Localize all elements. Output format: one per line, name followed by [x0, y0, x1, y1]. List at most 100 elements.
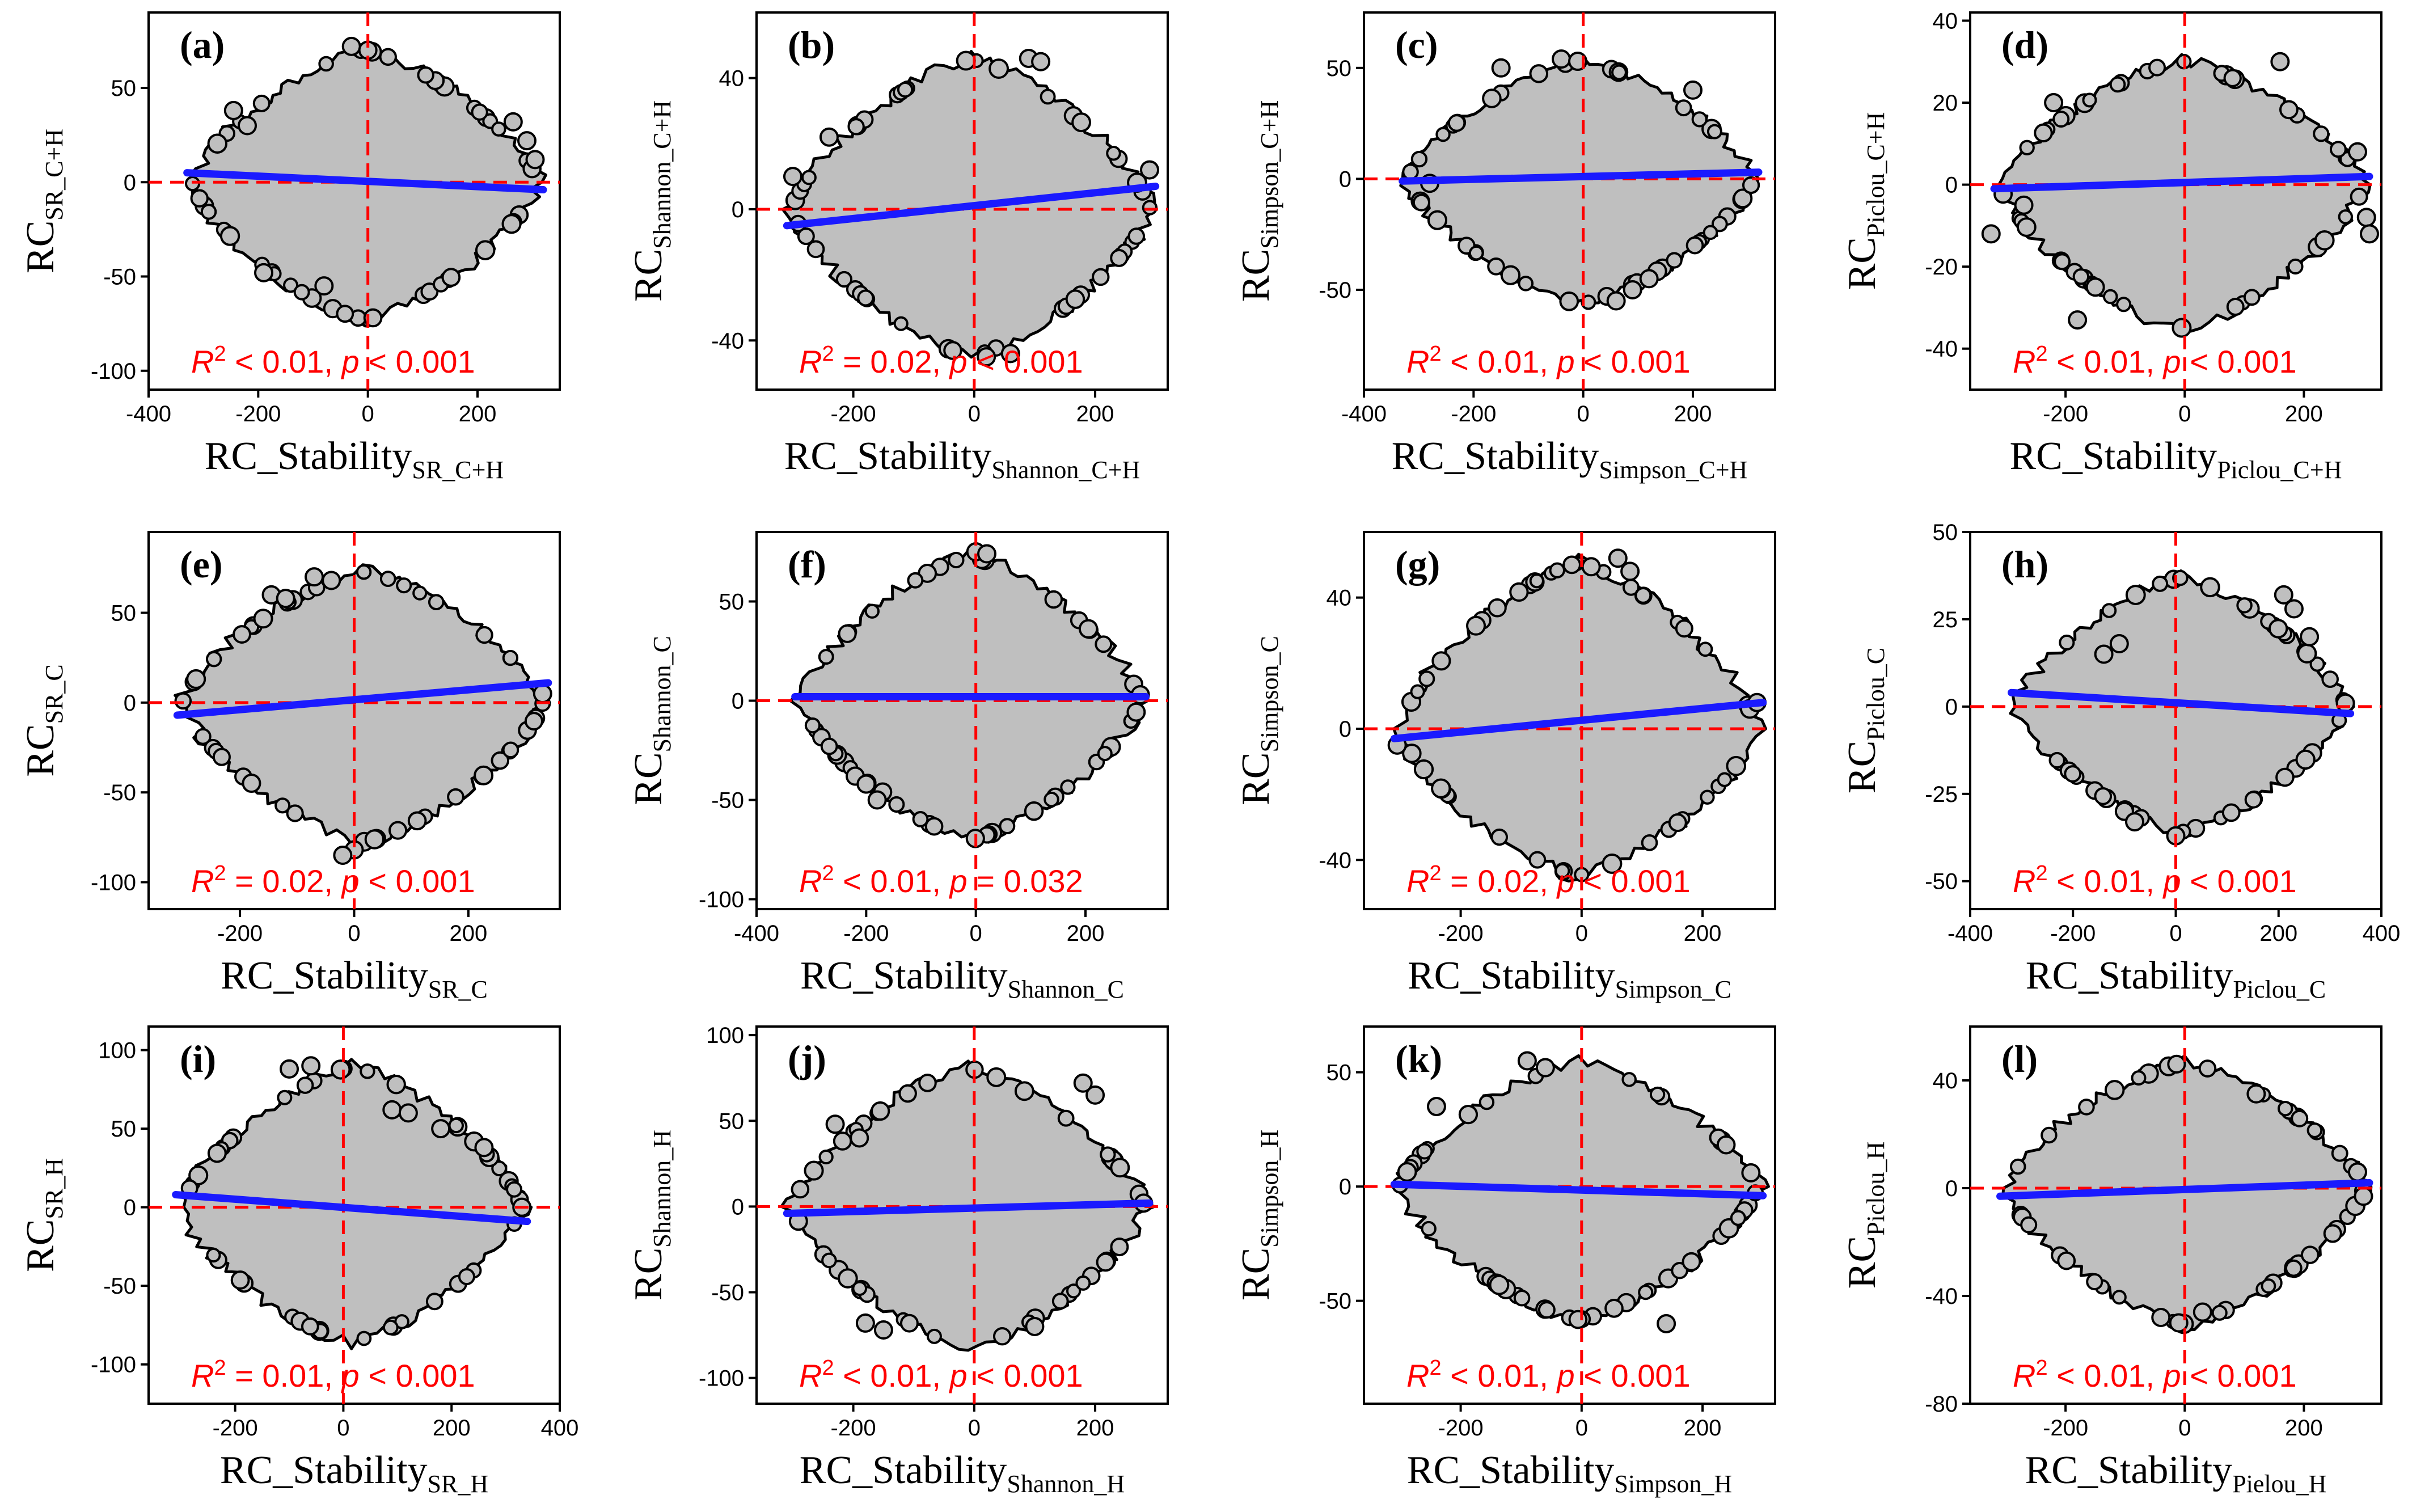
outlier-point — [1517, 1051, 1537, 1071]
outlier-point — [398, 1103, 418, 1123]
y-tick-label: 50 — [111, 601, 137, 626]
outlier-point — [2359, 224, 2379, 244]
stats-annotation: R2 = 0.02, p < 0.001 — [799, 342, 1083, 379]
y-tick-label: -40 — [1925, 1284, 1958, 1309]
outlier-point — [2125, 812, 2144, 832]
data-point — [838, 1268, 858, 1289]
data-point — [471, 103, 488, 121]
data-point — [1711, 216, 1728, 233]
data-point — [412, 585, 428, 601]
outlier-point — [1657, 1314, 1676, 1333]
data-point — [948, 551, 965, 569]
data-point — [1110, 1158, 1130, 1178]
x-tick-label: 200 — [2285, 402, 2323, 426]
data-point — [293, 284, 310, 301]
x-axis-title-main: RC_Stability — [784, 434, 992, 478]
data-point — [1482, 88, 1502, 108]
data-point — [2297, 643, 2317, 664]
regression-line — [783, 182, 1160, 230]
data-point — [1397, 1162, 1417, 1182]
stats-p-symbol: p — [2162, 863, 2181, 899]
data-point — [2102, 289, 2118, 305]
y-axis-title-subscript: Shannon_H — [648, 1130, 676, 1248]
outlier-point — [2347, 1162, 2367, 1182]
stats-p-value: < 0.001 — [1575, 863, 1691, 899]
data-point — [2072, 268, 2090, 285]
y-axis-title: RCPiclou_H — [1840, 1142, 1890, 1289]
outlier-point — [322, 571, 341, 590]
data-point — [838, 624, 857, 643]
panel-h: -400 -200 0 200 400 -50 -25 0 25 50 (h) R2 < 0.01, … — [1840, 520, 2400, 1003]
data-point — [2019, 140, 2035, 155]
data-point — [1509, 582, 1529, 602]
stats-annotation: R2 = 0.01, p < 0.001 — [191, 1356, 475, 1393]
x-axis-title: RC_StabilitySimpson_C — [1408, 954, 1731, 1003]
data-point — [1562, 555, 1581, 575]
x-tick-label: 400 — [2363, 921, 2401, 946]
outlier-point — [1623, 280, 1642, 299]
data-point — [897, 81, 914, 98]
panel-f: -400 -200 0 200 -100 -50 0 50 (f) R2 < 0.01, p = … — [627, 531, 1169, 1003]
data-point — [2109, 76, 2126, 93]
outlier-point — [977, 544, 996, 564]
regression-line — [1390, 699, 1767, 742]
data-point — [2020, 1216, 2038, 1234]
outlier-point — [474, 1138, 494, 1158]
y-tick-label: 0 — [1339, 717, 1351, 742]
y-tick-label: -20 — [1925, 255, 1958, 280]
x-axis-title-main: RC_Stability — [2025, 1448, 2233, 1492]
x-tick-label: 200 — [459, 402, 497, 426]
y-tick-label: 25 — [1933, 607, 1958, 632]
data-point — [475, 240, 496, 260]
data-point — [1092, 268, 1110, 286]
x-tick-label: 0 — [1577, 402, 1590, 426]
data-point — [1431, 651, 1451, 671]
data-point — [2131, 1070, 2147, 1086]
x-axis-title-subscript: SR_H — [428, 1470, 489, 1498]
y-axis-title-subscript: SR_C — [40, 664, 68, 724]
y-tick-label: 40 — [1327, 586, 1352, 611]
stats-r-superscript: 2 — [214, 1356, 226, 1380]
x-axis-title: RC_StabilityShannon_C — [800, 954, 1124, 1003]
data-point — [2284, 1259, 2303, 1277]
y-tick-label: -50 — [103, 1274, 136, 1299]
data-point — [1431, 778, 1451, 799]
outlier-point — [1683, 80, 1703, 100]
data-point — [898, 1084, 917, 1103]
data-point — [425, 1293, 443, 1311]
data-point — [524, 712, 543, 731]
outlier-point — [1140, 160, 1160, 180]
outlier-point — [855, 1313, 875, 1333]
outlier-point — [2246, 1084, 2266, 1104]
data-point — [1402, 163, 1419, 180]
data-point — [1447, 114, 1466, 132]
x-axis-title-main: RC_Stability — [205, 434, 412, 478]
data-point — [1685, 236, 1704, 255]
data-point — [821, 1252, 837, 1269]
y-tick-label: 0 — [124, 170, 136, 195]
stats-r-symbol: R — [191, 344, 214, 379]
x-axis-title-main: RC_Stability — [1392, 434, 1599, 478]
outlier-point — [1620, 561, 1640, 581]
data-point — [2307, 1122, 2323, 1138]
stats-r-superscript: 2 — [2035, 861, 2047, 885]
y-tick-label: 40 — [1933, 9, 1958, 33]
plot-area — [1364, 12, 1775, 390]
x-axis-title: RC_StabilityPiclou_C — [2026, 954, 2326, 1003]
data-point — [1466, 615, 1486, 636]
data-point — [207, 133, 228, 154]
data-point — [999, 818, 1016, 835]
data-point — [1487, 257, 1505, 276]
data-point — [1716, 1135, 1736, 1155]
plot-area — [1364, 532, 1775, 909]
stats-r-superscript: 2 — [1429, 342, 1441, 366]
data-point — [1044, 791, 1059, 808]
y-tick-label: -40 — [1925, 337, 1958, 362]
x-tick-label: 200 — [450, 921, 488, 946]
y-tick-label: -25 — [1925, 782, 1958, 807]
data-point — [428, 594, 445, 611]
x-axis-title: RC_StabilityPiclou_C+H — [2009, 434, 2342, 484]
x-tick-label: 0 — [970, 921, 982, 946]
data-point — [2275, 767, 2295, 787]
